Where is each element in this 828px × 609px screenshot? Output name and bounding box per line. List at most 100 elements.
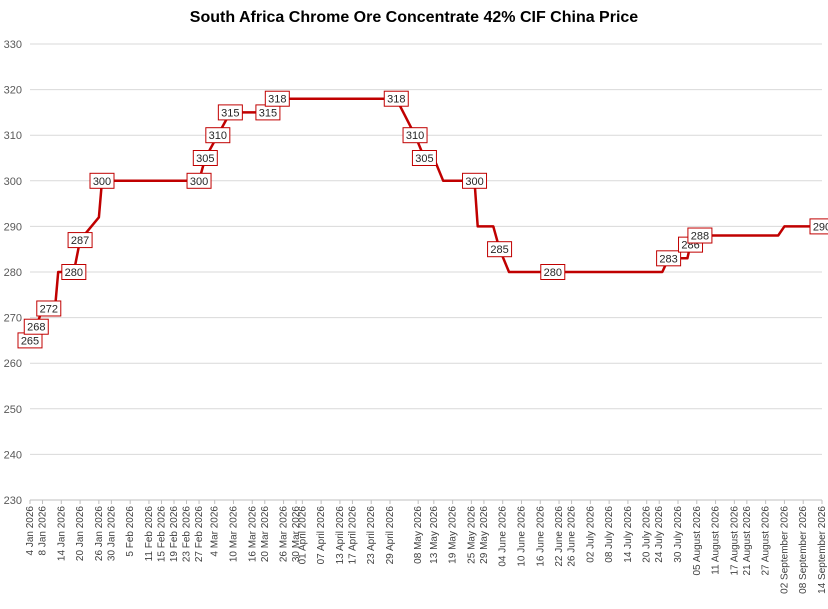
data-label-text: 287	[71, 235, 89, 247]
x-tick-label: 14 September 2026	[817, 506, 828, 594]
data-label: 285	[487, 241, 513, 258]
data-label-box	[61, 264, 87, 280]
data-label-text: 268	[27, 322, 45, 334]
x-tick-label: 4 Mar 2026	[210, 506, 221, 557]
x-tick-label: 26 Jan 2026	[94, 506, 105, 561]
y-tick-label: 260	[4, 358, 22, 370]
x-axis-ticks: 4 Jan 2026 8 Jan 2026 14 Jan 2026 20 Jan 20…	[25, 500, 828, 594]
data-label-text: 283	[659, 253, 677, 265]
data-label-box	[540, 264, 566, 280]
x-tick-label: 22 June 2026	[554, 506, 565, 567]
data-label: 300	[462, 172, 488, 189]
data-label: 300	[89, 172, 115, 189]
x-tick-label: 26 June 2026	[567, 506, 578, 567]
x-tick-label: 30 Mar 2026	[291, 506, 302, 563]
x-tick-label: 20 Mar 2026	[260, 506, 271, 563]
data-label-box	[402, 127, 428, 144]
data-label-text: 285	[490, 244, 508, 256]
data-label: 288	[687, 227, 713, 244]
x-tick-label: 05 August 2026	[692, 506, 703, 576]
data-label-box	[217, 104, 243, 121]
x-tick-label: 26 Mar 2026	[279, 506, 290, 563]
data-label-text: 272	[40, 303, 58, 315]
data-label: 280	[540, 264, 566, 280]
x-tick-label: 14 Jan 2026	[56, 506, 67, 561]
y-tick-label: 270	[4, 313, 22, 325]
data-label-box	[186, 172, 212, 189]
data-label: 305	[411, 150, 437, 166]
x-tick-label: 11 August 2026	[711, 506, 722, 575]
data-label-text: 315	[221, 107, 239, 119]
x-tick-label: 16 June 2026	[535, 506, 546, 567]
data-label-text: 300	[465, 176, 483, 188]
data-label-text: 300	[93, 176, 111, 188]
data-label: 315	[217, 104, 243, 121]
data-label: 290	[809, 218, 828, 235]
data-label-box	[462, 172, 488, 189]
chart-title: South Africa Chrome Ore Concentrate 42% …	[189, 9, 639, 26]
x-tick-label: 10 June 2026	[516, 506, 527, 567]
data-label: 268	[23, 318, 49, 335]
x-tick-label: 23 April 2026	[366, 506, 377, 565]
x-tick-label: 17 April 2026	[347, 506, 358, 565]
data-label-box	[411, 150, 437, 166]
x-tick-label: 19 May 2026	[448, 506, 459, 564]
x-tick-label: 04 June 2026	[498, 506, 509, 567]
x-tick-label: 14 July 2026	[623, 506, 634, 563]
x-tick-label: 13 May 2026	[429, 506, 440, 564]
x-tick-label: 11 Feb 2026	[144, 506, 155, 562]
x-tick-label: 08 May 2026	[413, 506, 424, 564]
data-label-box	[23, 318, 49, 335]
data-label-text: 305	[196, 153, 214, 165]
data-label-box	[205, 127, 231, 144]
data-label-box	[487, 241, 513, 258]
y-tick-label: 300	[4, 176, 22, 188]
y-axis-ticks: 230 240 250 260 270 280 290 300 310 320 330	[4, 39, 22, 507]
data-label-text: 265	[21, 335, 39, 347]
data-label-text: 305	[415, 153, 433, 165]
y-tick-label: 290	[4, 221, 22, 233]
x-tick-label: 5 Feb 2026	[125, 506, 136, 557]
data-label-box	[809, 218, 828, 235]
y-tick-label: 280	[4, 267, 22, 279]
data-label-text: 315	[259, 107, 277, 119]
data-label-text: 318	[387, 94, 405, 106]
x-tick-label: 08 July 2026	[604, 506, 615, 563]
x-tick-label: 4 Jan 2026	[25, 506, 36, 556]
data-label: 280	[61, 264, 87, 280]
x-tick-label: 30 Jan 2026	[106, 506, 117, 561]
data-label-text: 310	[209, 130, 227, 142]
data-label: 318	[383, 90, 409, 107]
x-tick-label: 02 July 2026	[585, 506, 596, 563]
data-label: 318	[264, 90, 290, 107]
data-label-text: 290	[813, 221, 828, 233]
x-tick-label: 30 July 2026	[673, 506, 684, 563]
data-label-box	[264, 90, 290, 107]
data-label-text: 310	[406, 130, 424, 142]
x-tick-label: 23 Feb 2026	[182, 506, 193, 563]
data-label-box	[192, 150, 218, 166]
data-label-text: 288	[691, 231, 709, 243]
y-tick-label: 330	[4, 39, 22, 51]
data-label: 265	[17, 332, 43, 349]
x-tick-label: 19 Feb 2026	[169, 506, 180, 563]
x-tick-label: 27 August 2026	[761, 506, 772, 576]
x-tick-label: 07 April 2026	[316, 506, 327, 565]
x-tick-label: 29 April 2026	[385, 506, 396, 565]
y-tick-label: 240	[4, 449, 22, 461]
x-tick-label: 20 July 2026	[642, 506, 653, 563]
x-tick-label: 10 Mar 2026	[228, 506, 239, 563]
x-tick-label: 29 May 2026	[479, 506, 490, 564]
y-tick-label: 230	[4, 495, 22, 507]
data-label-box	[89, 172, 115, 189]
x-tick-label: 15 Feb 2026	[156, 506, 167, 563]
x-tick-label: 21 August 2026	[742, 506, 753, 576]
data-label-text: 280	[544, 267, 562, 279]
x-tick-label: 27 Feb 2026	[194, 506, 205, 563]
x-tick-label: 13 April 2026	[335, 506, 346, 565]
gridlines	[30, 43, 822, 455]
x-tick-label: 02 September 2026	[779, 506, 790, 594]
data-label-box	[656, 250, 682, 267]
